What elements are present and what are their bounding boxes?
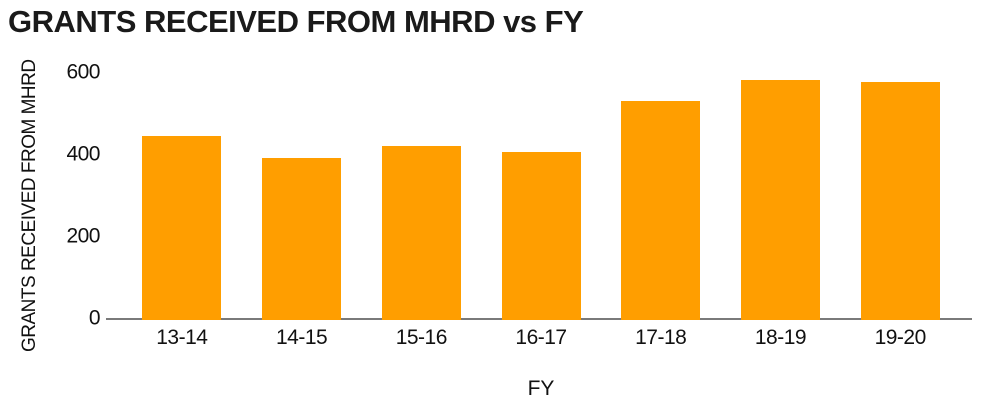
bar-slot	[361, 72, 481, 320]
x-axis-ticks: 13-14 14-15 15-16 16-17 17-18 18-19 19-20	[110, 326, 972, 350]
bar-13-14	[142, 135, 222, 320]
bar-15-16	[381, 145, 461, 320]
y-tick-label: 400	[66, 142, 100, 166]
x-tick-label: 16-17	[515, 326, 567, 349]
bar-slot	[122, 72, 242, 320]
bar-slot	[840, 72, 960, 320]
x-tick-label: 19-20	[874, 326, 927, 349]
bar-16-17	[501, 151, 581, 320]
x-tick-label: 18-19	[754, 326, 807, 349]
plot-area	[106, 72, 972, 320]
x-tick-label: 17-18	[635, 326, 687, 349]
x-tick-label: 13-14	[156, 326, 208, 349]
bar-slot	[481, 72, 601, 320]
bar-18-19	[740, 80, 820, 320]
bar-17-18	[621, 100, 701, 320]
bar-14-15	[262, 158, 342, 320]
bar-19-20	[860, 82, 940, 320]
y-tick-label: 0	[88, 306, 101, 330]
bar-slot	[601, 72, 721, 320]
bar-slot	[242, 72, 362, 320]
bar-slot	[721, 72, 841, 320]
y-tick-label: 200	[66, 224, 100, 248]
x-axis-title: FY	[527, 377, 555, 400]
bars-row	[110, 72, 972, 320]
y-tick-label: 600	[66, 60, 100, 84]
x-tick-label: 14-15	[275, 326, 328, 349]
y-axis-ticks: 0 200 400 600	[28, 62, 100, 329]
x-tick-label: 15-16	[395, 326, 448, 349]
chart-title: GRANTS RECEIVED FROM MHRD vs FY	[8, 4, 584, 39]
